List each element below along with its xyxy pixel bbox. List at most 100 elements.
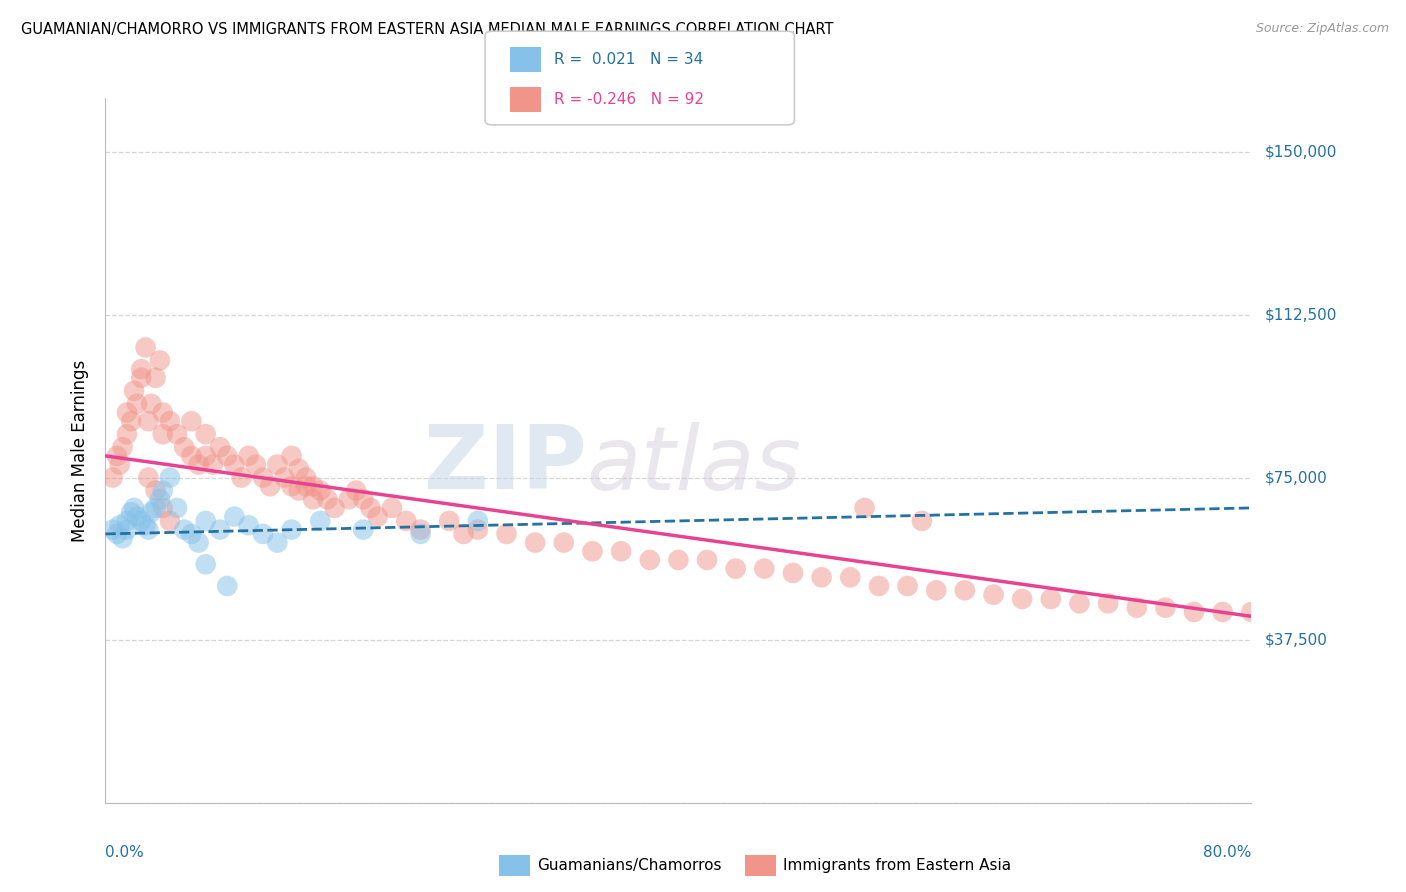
Point: [115, 523, 138, 537]
Point: [111, 531, 134, 545]
Point: [782, 566, 804, 580]
Point: [409, 523, 432, 537]
Point: [105, 449, 128, 463]
Point: [224, 509, 246, 524]
Point: [337, 492, 360, 507]
Point: [159, 514, 181, 528]
Point: [381, 500, 404, 515]
Point: [180, 414, 202, 428]
Point: [352, 523, 374, 537]
Point: [217, 449, 239, 463]
Point: [280, 449, 302, 463]
Text: R =  0.021   N = 34: R = 0.021 N = 34: [554, 53, 703, 67]
Point: [1125, 600, 1147, 615]
Point: [180, 527, 202, 541]
Point: [152, 500, 174, 515]
Point: [295, 470, 318, 484]
Point: [288, 483, 311, 498]
Point: [467, 523, 489, 537]
Point: [208, 523, 231, 537]
Point: [359, 500, 381, 515]
Point: [166, 427, 188, 442]
Point: [145, 483, 167, 498]
Point: [868, 579, 890, 593]
Point: [115, 427, 138, 442]
Text: $37,500: $37,500: [1265, 632, 1329, 648]
Point: [135, 518, 157, 533]
Text: ZIP: ZIP: [425, 421, 586, 508]
Text: R = -0.246   N = 92: R = -0.246 N = 92: [554, 92, 704, 106]
Point: [152, 405, 174, 419]
Point: [280, 523, 302, 537]
Point: [173, 523, 195, 537]
Point: [101, 523, 124, 537]
Point: [853, 500, 876, 515]
Point: [238, 518, 260, 533]
Point: [120, 414, 142, 428]
Text: Guamanians/Chamorros: Guamanians/Chamorros: [537, 858, 721, 872]
Point: [352, 492, 374, 507]
Point: [610, 544, 633, 558]
Text: atlas: atlas: [586, 422, 801, 508]
Point: [453, 527, 475, 541]
Point: [1069, 596, 1091, 610]
Point: [166, 500, 188, 515]
Point: [145, 500, 167, 515]
Text: $150,000: $150,000: [1265, 145, 1337, 160]
Point: [1039, 592, 1062, 607]
Point: [1212, 605, 1234, 619]
Point: [437, 514, 460, 528]
Point: [309, 483, 332, 498]
Point: [194, 427, 217, 442]
Point: [911, 514, 934, 528]
Point: [1011, 592, 1033, 607]
Point: [295, 479, 318, 493]
Point: [983, 588, 1005, 602]
Point: [122, 384, 145, 398]
Point: [273, 470, 295, 484]
Point: [115, 514, 138, 528]
Point: [316, 492, 339, 507]
Point: [135, 341, 157, 355]
Point: [141, 505, 163, 519]
Point: [395, 514, 418, 528]
Point: [173, 440, 195, 454]
Point: [180, 449, 202, 463]
Point: [252, 470, 274, 484]
Point: [280, 479, 302, 493]
Text: $112,500: $112,500: [1265, 308, 1337, 322]
Point: [108, 458, 131, 472]
Text: Immigrants from Eastern Asia: Immigrants from Eastern Asia: [783, 858, 1011, 872]
Point: [524, 535, 547, 549]
Point: [666, 553, 689, 567]
Point: [141, 397, 163, 411]
Point: [187, 458, 209, 472]
Point: [238, 449, 260, 463]
Point: [138, 470, 160, 484]
Point: [152, 483, 174, 498]
Point: [1240, 605, 1263, 619]
Point: [309, 514, 332, 528]
Point: [129, 514, 152, 528]
Text: 0.0%: 0.0%: [105, 845, 145, 860]
Point: [323, 500, 346, 515]
Point: [108, 518, 131, 533]
Point: [224, 458, 246, 472]
Point: [194, 449, 217, 463]
Point: [754, 561, 776, 575]
Point: [288, 462, 311, 476]
Point: [724, 561, 747, 575]
Point: [810, 570, 832, 584]
Point: [152, 427, 174, 442]
Point: [266, 458, 288, 472]
Point: [259, 479, 281, 493]
Point: [105, 527, 128, 541]
Point: [495, 527, 517, 541]
Point: [111, 440, 134, 454]
Point: [553, 535, 575, 549]
Point: [187, 535, 209, 549]
Point: [122, 500, 145, 515]
Point: [194, 514, 217, 528]
Point: [953, 583, 976, 598]
Point: [302, 479, 325, 493]
